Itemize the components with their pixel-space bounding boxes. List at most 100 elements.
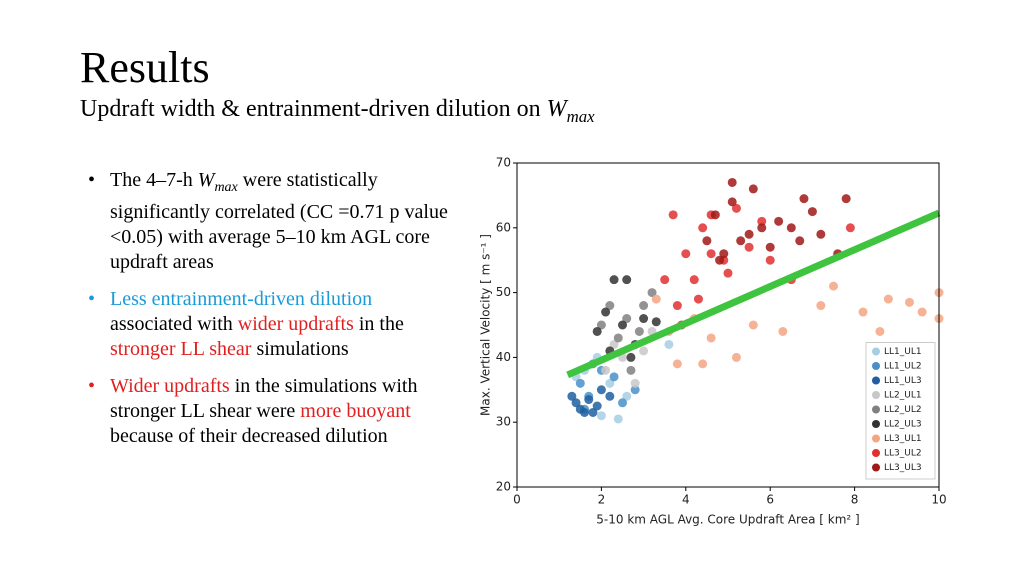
math-var: W	[197, 169, 215, 191]
scatter-point	[829, 281, 838, 291]
scatter-point	[731, 352, 741, 362]
scatter-point	[609, 372, 619, 382]
scatter-point	[693, 294, 703, 304]
math-var: W	[546, 96, 567, 122]
slide-subtitle: Updraft width & entrainment-driven dilut…	[80, 96, 595, 127]
scatter-point	[639, 314, 649, 324]
scatter-point	[858, 307, 868, 317]
text-run: in the simulations with stronger LL shea…	[110, 375, 418, 422]
scatter-point	[567, 391, 577, 401]
scatter-point	[875, 326, 885, 336]
scatter-point	[795, 236, 805, 246]
text-run: The 4–7-h	[110, 169, 198, 191]
scatter-point	[634, 326, 644, 336]
text-run: associated with	[110, 313, 238, 335]
scatter-point	[609, 339, 619, 349]
scatter-point	[601, 365, 611, 375]
legend-marker	[872, 463, 880, 472]
text-run: wider updrafts	[237, 313, 354, 335]
scatter-point	[816, 301, 826, 311]
scatter-point	[668, 210, 678, 220]
legend-marker	[872, 434, 880, 443]
legend-label: LL1_UL1	[884, 347, 922, 357]
legend-label: LL3_UL2	[884, 449, 922, 459]
y-tick-label: 40	[496, 350, 511, 364]
scatter-point	[807, 207, 817, 217]
scatter-point	[613, 414, 623, 424]
scatter-point	[618, 320, 627, 330]
scatter-point	[613, 333, 623, 343]
scatter-point	[727, 177, 737, 187]
y-tick-label: 70	[496, 156, 511, 170]
plot-frame	[516, 162, 940, 488]
legend-marker	[872, 376, 880, 385]
scatter-point	[681, 249, 691, 259]
legend-marker	[872, 405, 880, 414]
legend-label: LL2_UL2	[884, 405, 922, 415]
slide-title: Results	[80, 43, 210, 92]
x-tick-label: 4	[682, 493, 690, 507]
scatter-point	[647, 288, 657, 298]
scatter-point	[596, 385, 606, 395]
text-run: were statistically significantly correla…	[110, 169, 448, 273]
text-run: stronger LL shear	[110, 338, 252, 360]
scatter-point	[786, 223, 796, 233]
bullet-marker: •	[88, 169, 96, 191]
scatter-point	[605, 391, 615, 401]
scatter-point	[748, 184, 758, 194]
legend-marker	[872, 347, 880, 356]
scatter-point	[723, 268, 733, 278]
scatter-point	[715, 255, 725, 265]
scatter-point	[883, 294, 893, 304]
scatter-point	[639, 346, 649, 356]
scatter-point	[601, 307, 611, 317]
fit-line	[566, 209, 941, 379]
scatter-point	[588, 407, 598, 417]
scatter-point	[710, 210, 720, 220]
text-run: in the	[353, 313, 404, 335]
scatter-point	[731, 203, 741, 213]
scatter-point	[664, 339, 674, 349]
bullet-item: • The 4–7-h Wmax were statistically signi…	[86, 168, 456, 275]
scatter-point	[719, 249, 729, 259]
x-tick-label: 0	[513, 493, 521, 507]
math-subscript: max	[214, 180, 238, 195]
scatter-point	[698, 223, 708, 233]
scatter-point	[841, 194, 851, 204]
text-run: simulations	[251, 338, 349, 360]
scatter-point	[757, 216, 767, 226]
text-run: Wider updrafts	[110, 375, 230, 397]
bullet-item: • Wider updrafts in the simulations with …	[86, 374, 456, 449]
scatter-point	[744, 242, 754, 252]
scatter-point	[622, 391, 632, 401]
scatter-point	[778, 326, 788, 336]
scatter-point	[592, 401, 602, 411]
bullet-item: • Less entrainment-driven dilution associ…	[86, 287, 456, 362]
scatter-point	[689, 275, 699, 285]
scatter-point	[904, 297, 914, 307]
x-tick-label: 8	[851, 493, 859, 507]
text-run: more buoyant	[300, 400, 411, 422]
legend-marker	[872, 391, 880, 399]
y-tick-label: 50	[496, 285, 511, 299]
scatter-point	[765, 255, 775, 265]
scatter-point	[736, 236, 746, 246]
legend-label: LL3_UL1	[884, 434, 922, 444]
scatter-point	[651, 294, 661, 304]
scatter-point	[622, 275, 632, 285]
legend-label: LL2_UL3	[884, 420, 922, 430]
scatter-point	[592, 326, 602, 336]
scatter-point	[618, 398, 627, 408]
legend-marker	[872, 420, 880, 428]
scatter-point	[575, 378, 585, 388]
legend-label: LL2_UL1	[884, 391, 922, 401]
scatter-point	[622, 314, 632, 324]
legend-marker	[872, 362, 880, 370]
scatter-point	[596, 411, 606, 421]
legend-label: LL3_UL3	[884, 463, 922, 473]
bullet-list: • The 4–7-h Wmax were statistically signi…	[86, 168, 456, 461]
x-tick-label: 10	[931, 493, 946, 507]
legend-marker	[872, 449, 880, 457]
